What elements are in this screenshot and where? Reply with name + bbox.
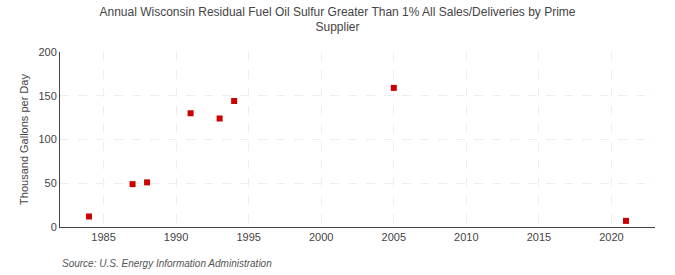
svg-text:1990: 1990 [164, 231, 188, 243]
svg-text:1985: 1985 [91, 231, 115, 243]
svg-text:Thousand Gallons per Day: Thousand Gallons per Day [18, 74, 30, 205]
svg-text:150: 150 [38, 90, 56, 102]
svg-text:2010: 2010 [454, 231, 478, 243]
svg-text:2020: 2020 [599, 231, 623, 243]
svg-text:Source: U.S. Energy Informatio: Source: U.S. Energy Information Administ… [62, 258, 272, 269]
svg-text:100: 100 [38, 133, 56, 145]
svg-text:200: 200 [38, 46, 56, 58]
svg-text:2005: 2005 [382, 231, 406, 243]
svg-text:1995: 1995 [236, 231, 260, 243]
svg-text:50: 50 [45, 177, 57, 189]
svg-text:Annual Wisconsin Residual Fuel: Annual Wisconsin Residual Fuel Oil Sulfu… [100, 5, 576, 35]
svg-text:0: 0 [51, 221, 57, 233]
svg-text:2015: 2015 [527, 231, 551, 243]
svg-text:2000: 2000 [309, 231, 333, 243]
